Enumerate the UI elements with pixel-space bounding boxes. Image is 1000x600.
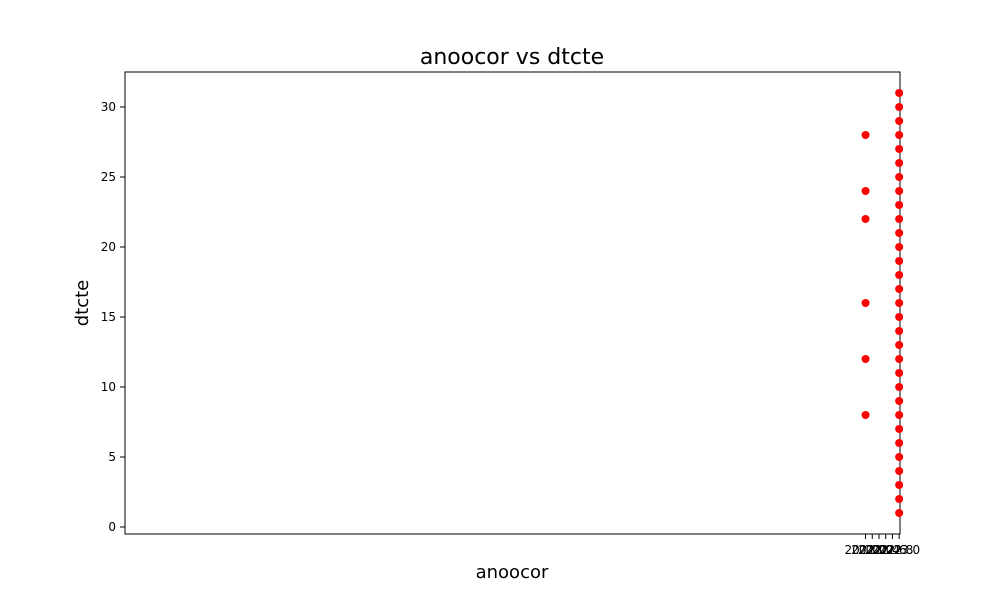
y-tick-label: 30 [101,100,116,114]
data-point [895,271,904,279]
data-point [861,215,870,223]
data-point [895,159,904,167]
data-point [895,509,904,517]
y-tick-label: 0 [108,520,116,534]
scatter-points [861,89,904,517]
x-tick-label: 2022.0 [845,543,887,557]
data-point [895,439,904,447]
x-axis-label: anoocor [476,562,549,583]
data-point [895,173,904,181]
x-tick-label: 2023.0 [878,543,920,557]
data-point [895,425,904,433]
data-point [895,201,904,209]
data-point [895,103,904,111]
data-point [895,411,904,419]
y-axis: 0 5 10 15 20 25 30 [101,100,125,534]
data-point [861,299,870,307]
data-point [895,89,904,97]
data-point [895,383,904,391]
data-point [895,257,904,265]
data-point [895,467,904,475]
data-point [895,215,904,223]
y-tick-label: 25 [101,170,116,184]
chart-title: anoocor vs dtcte [420,45,604,70]
data-point [895,243,904,251]
data-point [895,131,904,139]
data-point [895,229,904,237]
data-point [895,369,904,377]
data-point [861,187,870,195]
data-point [895,341,904,349]
data-point [895,117,904,125]
x-tick-label: 2022.6 [865,543,907,557]
plot-area [124,71,901,535]
data-point [895,397,904,405]
data-point [895,327,904,335]
y-tick-label: 20 [101,240,116,254]
data-point [895,355,904,363]
data-point [895,299,904,307]
data-point [861,411,870,419]
data-point [895,313,904,321]
data-point [895,495,904,503]
y-tick-label: 15 [101,310,116,324]
y-tick-label: 10 [101,380,116,394]
x-tick-label: 2022.2 [851,543,893,557]
x-tick-label: 2022.4 [858,543,900,557]
x-tick-label: 2022.8 [871,543,913,557]
y-axis-label: dtcte [72,280,93,327]
data-point [861,131,870,139]
data-point [895,285,904,293]
data-point [895,145,904,153]
data-point [895,453,904,461]
y-tick-label: 5 [108,450,116,464]
data-point [895,187,904,195]
data-point [895,481,904,489]
data-point [861,355,870,363]
